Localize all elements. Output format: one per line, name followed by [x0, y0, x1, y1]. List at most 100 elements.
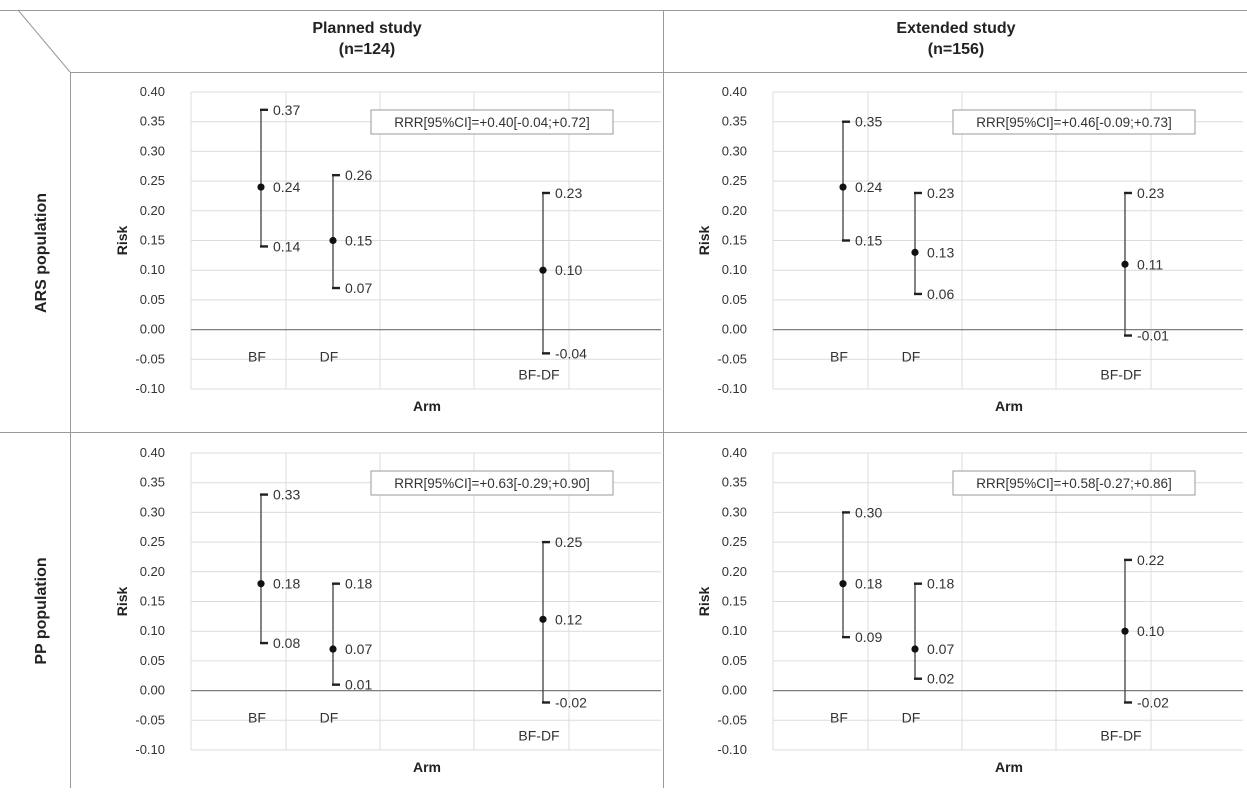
estimate-label: 0.13	[927, 244, 954, 260]
y-tick-label: 0.10	[722, 623, 747, 638]
chart-pp-planned: 0.40 0.35 0.30 0.25 0.20 0.15 0.10 0.05 0.00 -0.0…	[114, 445, 661, 775]
estimate-label: 0.07	[345, 641, 372, 657]
y-tick-label: 0.30	[140, 504, 165, 519]
category-label: BF	[830, 710, 848, 726]
y-tick-label: 0.25	[140, 173, 165, 188]
category-label: DF	[320, 710, 339, 726]
lower-ci-label: -0.04	[555, 345, 587, 361]
estimate-label: 0.24	[855, 179, 882, 195]
column-header-planned: Planned study (n=124)	[87, 18, 647, 60]
column-title: Extended study	[896, 20, 1016, 37]
y-tick-label: 0.40	[140, 445, 165, 460]
point-estimate-marker	[257, 183, 265, 191]
lower-ci-label: 0.01	[345, 677, 372, 693]
y-tick-label: 0.20	[140, 564, 165, 579]
y-tick-label: 0.20	[722, 203, 747, 218]
errorbar-bf: 0.33 0.18 0.08 BF	[248, 487, 300, 726]
upper-ci-label: 0.22	[1137, 552, 1164, 568]
row-title: ARS population	[33, 192, 50, 313]
category-label: BF	[248, 349, 266, 365]
category-label: DF	[902, 349, 921, 365]
x-axis-title: Arm	[995, 759, 1023, 775]
y-axis-title: Risk	[114, 226, 130, 256]
errorbar-df: 0.26 0.15 0.07 DF	[320, 167, 373, 364]
y-tick-label: 0.05	[140, 653, 165, 668]
errorbar-df: 0.18 0.07 0.01 DF	[320, 576, 373, 726]
point-estimate-marker	[839, 580, 847, 588]
y-tick-label: 0.15	[722, 233, 747, 248]
gridlines	[772, 452, 1243, 751]
point-estimate-marker	[839, 183, 847, 191]
y-tick-label: -0.10	[135, 381, 165, 396]
lower-ci-label: 0.15	[855, 233, 882, 249]
annotation-text: RRR[95%CI]=+0.40[-0.04;+0.72]	[394, 115, 590, 130]
point-estimate-marker	[1121, 627, 1129, 635]
annotation-box	[952, 109, 1196, 135]
lower-ci-label: -0.02	[1137, 694, 1169, 710]
point-estimate-marker	[539, 266, 547, 274]
row-header-ars: ARS population	[22, 73, 62, 432]
upper-ci-label: 0.30	[855, 504, 882, 520]
y-tick-label: 0.35	[722, 114, 747, 129]
errorbar-bf: 0.30 0.18 0.09 BF	[830, 504, 882, 725]
column-n: (n=156)	[927, 41, 985, 58]
y-tick-label: 0.25	[722, 534, 747, 549]
y-tick-label: 0.10	[722, 262, 747, 277]
y-tick-label: 0.40	[722, 445, 747, 460]
row-title: PP population	[33, 556, 50, 665]
annotation-text: RRR[95%CI]=+0.63[-0.29;+0.90]	[394, 476, 590, 491]
y-axis-title: Risk	[696, 226, 712, 256]
y-tick-label: 0.15	[140, 233, 165, 248]
estimate-label: 0.12	[555, 611, 582, 627]
y-tick-label: 0.00	[722, 683, 747, 698]
errorbar-bf: 0.37 0.24 0.14 BF	[248, 102, 300, 365]
upper-ci-label: 0.23	[927, 185, 954, 201]
upper-ci-label: 0.37	[273, 102, 300, 118]
y-tick-label: 0.40	[140, 84, 165, 99]
upper-ci-label: 0.33	[273, 487, 300, 503]
point-estimate-marker	[539, 615, 547, 623]
column-n: (n=124)	[338, 41, 396, 58]
point-estimate-marker	[911, 645, 919, 653]
y-tick-label: 0.30	[722, 504, 747, 519]
y-tick-label: 0.30	[140, 143, 165, 158]
annotation-box	[370, 470, 614, 496]
y-tick-label: 0.35	[140, 114, 165, 129]
y-tick-label: -0.05	[135, 351, 165, 366]
estimate-label: 0.10	[1137, 623, 1164, 639]
x-axis-title: Arm	[413, 759, 441, 775]
errorbar-bf-df: 0.23 0.10 -0.04 BF-DF	[518, 185, 587, 383]
y-tick-label: -0.05	[717, 351, 747, 366]
upper-ci-label: 0.25	[555, 534, 582, 550]
column-header-extended: Extended study (n=156)	[676, 18, 1236, 60]
category-label: BF-DF	[1100, 367, 1141, 383]
x-axis-title: Arm	[995, 398, 1023, 414]
category-label: BF-DF	[518, 728, 559, 744]
category-label: BF	[830, 349, 848, 365]
y-tick-label: 0.15	[722, 594, 747, 609]
y-tick-label: 0.05	[722, 653, 747, 668]
upper-ci-label: 0.35	[855, 114, 882, 130]
row-header-pp: PP population	[22, 433, 62, 788]
corner-diagonal	[17, 9, 71, 73]
lower-ci-label: -0.01	[1137, 328, 1169, 344]
errorbar-df: 0.23 0.13 0.06 DF	[902, 185, 955, 365]
estimate-label: 0.18	[855, 576, 882, 592]
category-label: DF	[320, 349, 339, 365]
lower-ci-label: 0.08	[273, 635, 300, 651]
point-estimate-marker	[1121, 260, 1129, 268]
category-label: BF	[248, 710, 266, 726]
y-tick-label: 0.20	[140, 203, 165, 218]
x-axis-title: Arm	[413, 398, 441, 414]
upper-ci-label: 0.18	[927, 576, 954, 592]
lower-ci-label: 0.06	[927, 286, 954, 302]
point-estimate-marker	[329, 236, 337, 245]
estimate-label: 0.24	[273, 179, 300, 195]
chart-ars-planned: 0.40 0.35 0.30 0.25 0.20 0.15 0.10 0.05 0.00 -0.0…	[114, 84, 661, 414]
category-label: BF-DF	[1100, 728, 1141, 744]
y-tick-label: 0.10	[140, 262, 165, 277]
estimate-label: 0.07	[927, 641, 954, 657]
annotation-box	[952, 470, 1196, 496]
errorbar-df: 0.18 0.07 0.02 DF	[902, 576, 955, 726]
lower-ci-label: 0.07	[345, 280, 372, 296]
